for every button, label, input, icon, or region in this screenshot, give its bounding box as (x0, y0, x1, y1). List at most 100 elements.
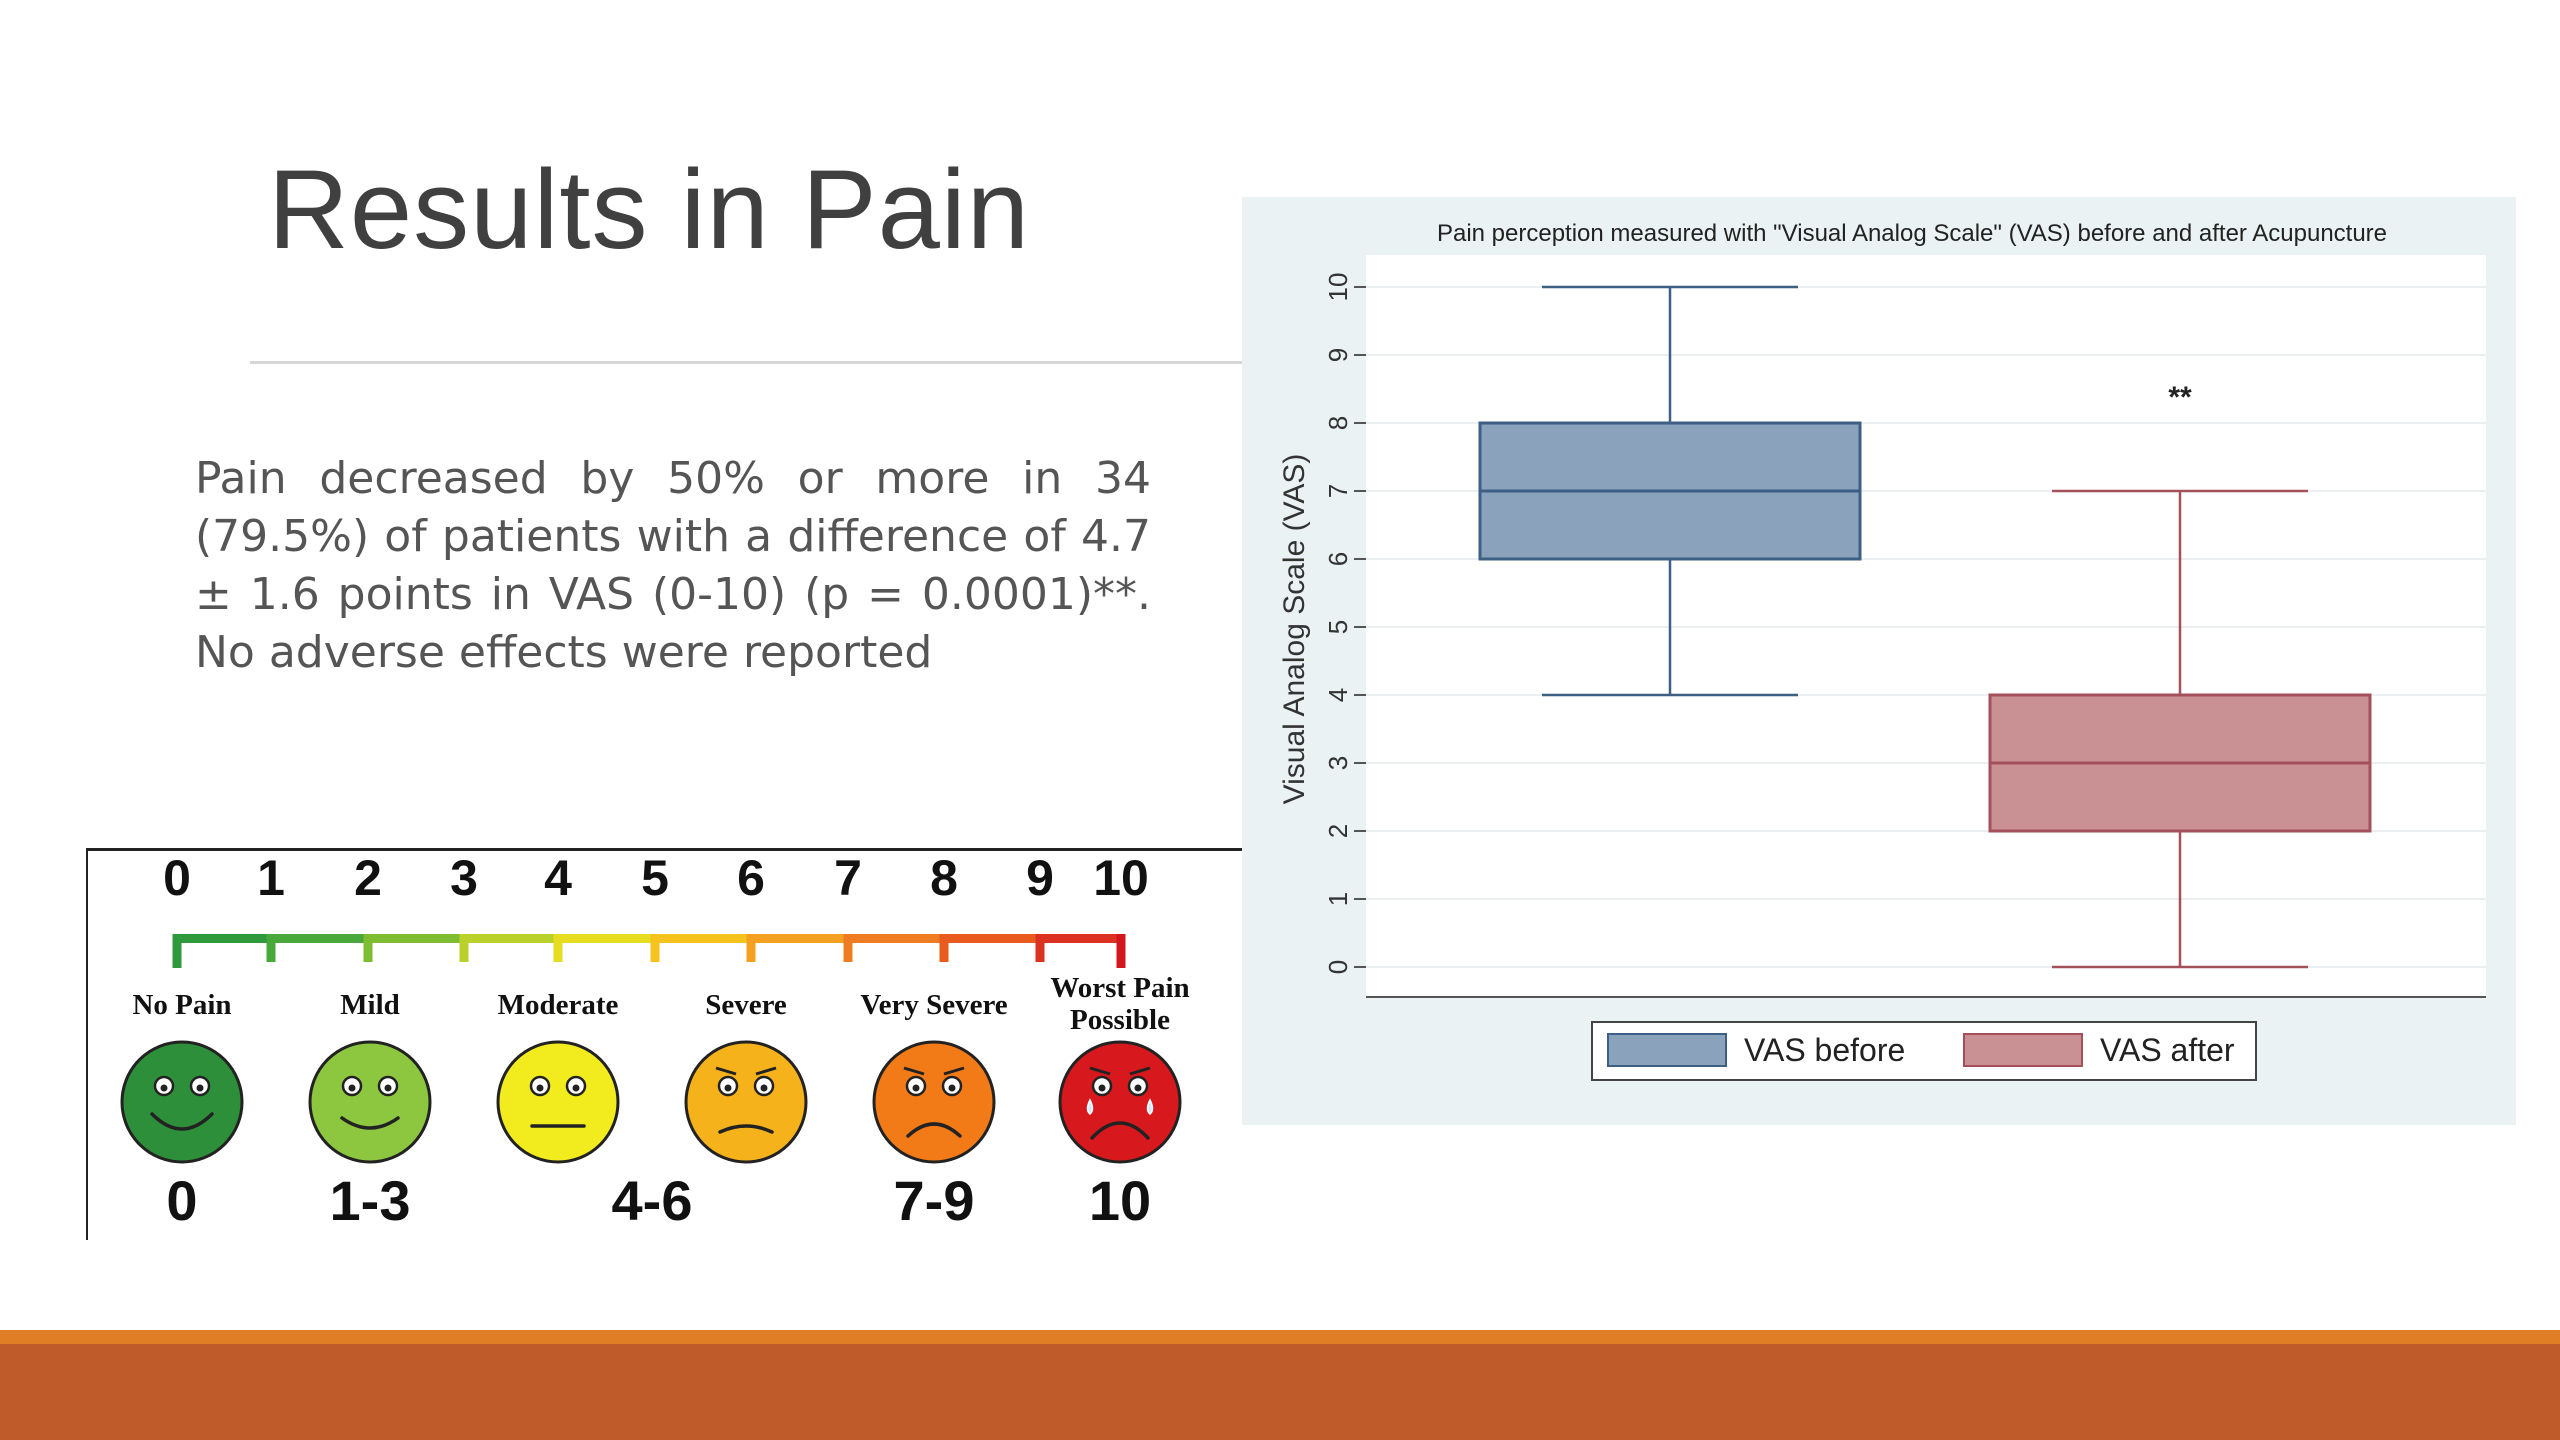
tear-drop (1086, 1098, 1094, 1115)
legend-label-after: VAS after (2100, 1032, 2235, 1068)
bar-segment (558, 934, 656, 943)
face-mouth (150, 1112, 214, 1131)
significance-marker: ** (2168, 381, 2192, 414)
scale-color-bar (172, 934, 1126, 968)
pain-face-0: No Pain (120, 989, 244, 1164)
bar-segment (464, 934, 559, 943)
face-label: No Pain (132, 989, 231, 1021)
pain-face-3: Severe (684, 989, 808, 1164)
face-icon (684, 1040, 808, 1164)
scale-faces: No Pain Mild Moderate Severe Very Severe Wors… (120, 972, 1190, 1164)
boxplot-panel: Pain perception measured with "Visual An… (1242, 197, 2516, 1125)
bar-tick (363, 934, 373, 962)
face-label: Moderate (498, 989, 619, 1021)
scale-number: 4 (544, 850, 572, 906)
face-label: Very Severe (860, 989, 1007, 1021)
face-brow (715, 1066, 777, 1076)
tear-drop (1146, 1098, 1154, 1115)
scale-number: 1 (257, 850, 285, 906)
scale-frame-top (86, 848, 1242, 851)
pain-face-2: Moderate (496, 989, 620, 1164)
box-series (1478, 285, 2372, 969)
range-label-middle: 4-6 (612, 1169, 693, 1232)
face-pupil (912, 1084, 920, 1092)
y-tick-label: 1 (1323, 892, 1353, 906)
legend-swatch-after (1963, 1033, 2083, 1067)
face-brow (1089, 1066, 1151, 1076)
scale-number: 2 (354, 850, 382, 906)
bar-tick (1116, 934, 1126, 968)
face-pupil (1134, 1084, 1142, 1092)
bar-tick (843, 934, 853, 962)
pain-face-4: Very Severe (860, 989, 1008, 1164)
face-pupil (348, 1084, 356, 1092)
pain-face-1: Mild (308, 989, 432, 1164)
y-axis-ticks: 0 1 2 3 4 5 6 7 8 9 10 (1323, 273, 1366, 974)
vas-boxplot: Pain perception measured with "Visual An… (1278, 220, 2486, 1081)
face-pupil (760, 1084, 768, 1092)
range-label: 0 (166, 1169, 197, 1232)
y-tick-label: 6 (1323, 552, 1353, 566)
bar-segment (271, 934, 369, 943)
y-tick-label: 8 (1323, 416, 1353, 430)
face-brow (903, 1066, 965, 1076)
face-icon (120, 1040, 244, 1164)
y-tick-label: 4 (1323, 688, 1353, 702)
face-pupil (572, 1084, 580, 1092)
face-icon (1058, 1040, 1182, 1164)
face-label: Worst Pain (1050, 972, 1189, 1004)
face-label: Possible (1070, 1004, 1170, 1036)
pain-faces-scale: 0 1 2 3 4 5 6 7 8 9 10 No Pain Mild Moderate Severe Ve… (86, 848, 1242, 1240)
scale-number: 9 (1026, 850, 1054, 906)
scale-number: 3 (450, 850, 478, 906)
scale-numbers: 0 1 2 3 4 5 6 7 8 9 10 (163, 850, 1149, 906)
scale-number: 10 (1093, 850, 1149, 906)
y-tick-label: 0 (1323, 960, 1353, 974)
bar-segment (848, 934, 945, 943)
face-icon (308, 1040, 432, 1164)
legend-swatch-before (1607, 1033, 1727, 1067)
scale-number: 8 (930, 850, 958, 906)
results-text: Pain decreased by 50% or more in 34 (79.… (195, 453, 1151, 678)
slide-title: Results in Pain (268, 147, 1031, 272)
pain-scale-graphic: 0 1 2 3 4 5 6 7 8 9 10 No Pain Mild Moderate Severe Ve… (120, 850, 1190, 1232)
face-pupil (536, 1084, 544, 1092)
face-pupil (1098, 1084, 1106, 1092)
footer-band (0, 1344, 2560, 1440)
y-tick-label: 2 (1323, 824, 1353, 838)
bar-segment (177, 934, 272, 943)
y-axis-label: Visual Analog Scale (VAS) (1278, 454, 1311, 805)
face-pupil (160, 1084, 168, 1092)
bar-tick (746, 934, 756, 962)
bar-tick (459, 934, 469, 962)
range-label: 1-3 (330, 1169, 411, 1232)
face-mouth (718, 1124, 774, 1134)
scale-number: 6 (737, 850, 765, 906)
footer-accent-bar (0, 1330, 2560, 1344)
face-mouth (1090, 1121, 1150, 1140)
bar-tick (650, 934, 660, 962)
plot-area (1366, 255, 2486, 997)
box-before (1478, 285, 1862, 697)
bar-segment (1040, 934, 1122, 943)
bar-tick (1035, 934, 1045, 962)
face-icon (872, 1040, 996, 1164)
y-tick-label: 9 (1323, 348, 1353, 362)
face-pupil (948, 1084, 956, 1092)
face-pupil (724, 1084, 732, 1092)
bar-tick (939, 934, 949, 962)
chart-title: Pain perception measured with "Visual An… (1437, 220, 2387, 247)
box-after (1988, 489, 2372, 969)
bar-tick (172, 934, 182, 968)
face-mouth (340, 1116, 400, 1130)
face-pupil (384, 1084, 392, 1092)
scale-number: 0 (163, 850, 191, 906)
scale-frame-left (86, 848, 88, 1240)
face-pupil (196, 1084, 204, 1092)
face-icon (496, 1040, 620, 1164)
title-divider (250, 361, 1242, 364)
y-tick-label: 7 (1323, 484, 1353, 498)
face-mouth (906, 1122, 962, 1138)
y-tick-label: 5 (1323, 620, 1353, 634)
